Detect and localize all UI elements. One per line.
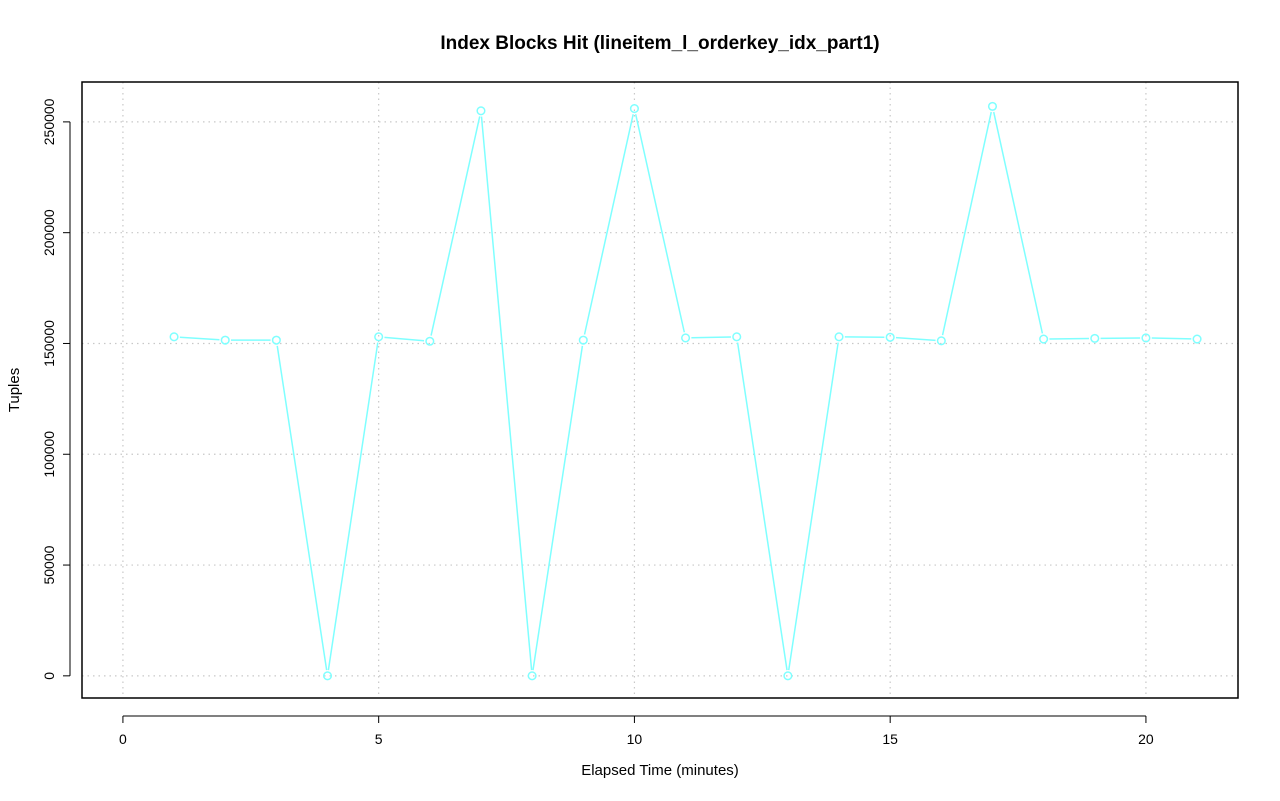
data-point	[578, 335, 588, 345]
data-point	[885, 332, 895, 342]
series-layer	[169, 101, 1202, 681]
series-line-segment	[787, 342, 839, 671]
data-point	[169, 332, 179, 342]
y-tick-label: 100000	[41, 431, 57, 478]
chart-title: Index Blocks Hit (lineitem_l_orderkey_id…	[440, 33, 879, 54]
y-tick-label: 200000	[41, 209, 57, 256]
y-tick-label: 50000	[41, 545, 57, 584]
data-point	[732, 332, 742, 342]
x-axis: 0 5 10 15 20	[119, 715, 1154, 747]
series-line-segment	[992, 111, 1044, 334]
y-tick-label: 250000	[41, 98, 57, 145]
plot-frame	[81, 81, 1239, 699]
y-tick-label: 0	[41, 672, 57, 680]
x-tick-label: 20	[1138, 731, 1154, 747]
data-point	[527, 671, 537, 681]
data-point	[987, 101, 998, 111]
data-point	[681, 333, 691, 343]
y-axis-label: Tuples	[6, 368, 23, 412]
x-tick-label: 0	[119, 731, 127, 747]
data-point	[1039, 334, 1049, 344]
data-point	[1141, 333, 1151, 343]
series-line-segment	[736, 342, 788, 671]
series-line-segment	[895, 336, 936, 342]
data-point	[936, 336, 946, 346]
data-point	[476, 106, 486, 116]
series-line-segment	[1151, 337, 1192, 340]
data-point	[1090, 333, 1100, 343]
series	[169, 101, 1202, 681]
series-line-segment	[941, 111, 992, 336]
x-axis-label: Elapsed Time (minutes)	[581, 762, 739, 779]
series-line-segment	[384, 336, 425, 342]
data-point	[322, 671, 333, 681]
x-tick-label: 5	[375, 731, 383, 747]
data-point	[1192, 334, 1202, 344]
series-line-segment	[430, 116, 481, 336]
data-point	[783, 671, 793, 681]
x-tick-label: 15	[882, 731, 898, 747]
y-tick-label: 150000	[41, 320, 57, 367]
data-point	[425, 336, 435, 346]
series-line-segment	[532, 345, 584, 671]
series-line-segment	[583, 114, 634, 335]
data-point	[374, 332, 384, 342]
series-line-segment	[691, 336, 731, 339]
series-line-segment	[327, 342, 379, 671]
series-line-segment	[276, 345, 328, 671]
data-point	[271, 335, 281, 345]
grid	[82, 82, 1238, 698]
series-line-segment	[480, 116, 533, 671]
series-line-segment	[634, 114, 686, 333]
data-point	[220, 335, 230, 345]
series-line-segment	[1049, 337, 1089, 340]
y-axis: 0 50000 100000 150000 200000 250000	[41, 98, 71, 680]
series-line-segment	[179, 336, 220, 341]
data-point	[629, 104, 639, 114]
x-tick-label: 10	[627, 731, 643, 747]
data-point	[834, 332, 844, 342]
